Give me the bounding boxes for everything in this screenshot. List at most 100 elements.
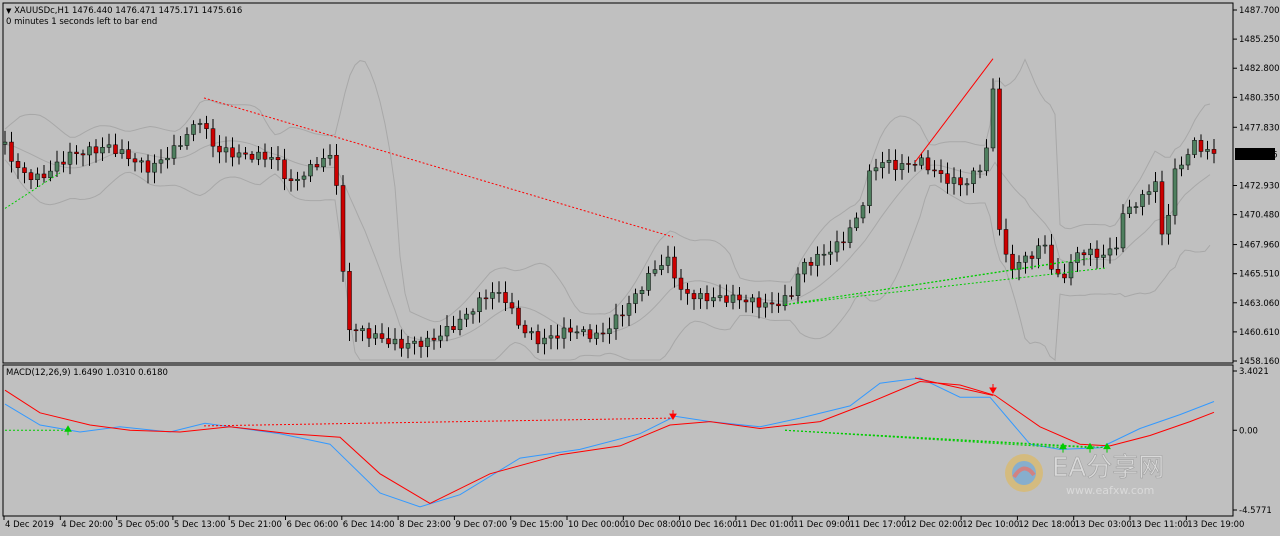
candle-bear xyxy=(841,241,846,244)
time-tick-label: 12 Dec 02:00 xyxy=(906,520,963,530)
candle-bear xyxy=(587,329,593,339)
candle-bull xyxy=(477,297,482,312)
price-tick-label: 1472.930 xyxy=(1239,182,1280,192)
candle-bear xyxy=(282,159,287,180)
time-tick-label: 13 Dec 03:00 xyxy=(1075,520,1132,530)
macd-tick-label: 3.4021 xyxy=(1239,367,1269,377)
time-tick-label: 6 Dec 06:00 xyxy=(287,520,339,530)
candle-bull xyxy=(1172,168,1178,216)
macd-divergence-line xyxy=(784,429,1108,449)
candle-bull xyxy=(490,292,495,299)
candle-bear xyxy=(958,177,963,186)
candle-bull xyxy=(1023,255,1028,263)
candle-bear xyxy=(230,147,235,158)
candle-bull xyxy=(1068,262,1074,279)
macd-divergence-line xyxy=(784,429,1064,449)
candle-bear xyxy=(945,173,950,184)
candle-bear xyxy=(451,326,456,330)
candle-bull xyxy=(1036,245,1041,259)
candle-bull xyxy=(834,241,840,253)
candle-bear xyxy=(906,163,911,165)
candle-bull xyxy=(152,162,157,173)
time-tick-label: 4 Dec 20:00 xyxy=(61,520,113,530)
price-tick-label: 1467.960 xyxy=(1239,241,1280,251)
price-tick-label: 1463.060 xyxy=(1239,299,1280,309)
price-tick-label: 1477.830 xyxy=(1239,123,1280,133)
candle-bull xyxy=(626,303,632,316)
candlestick-series xyxy=(2,77,1217,359)
candle-bull xyxy=(1185,154,1191,166)
candle-bull xyxy=(698,293,703,300)
price-tick-label: 1460.610 xyxy=(1239,328,1280,338)
candle-bear xyxy=(80,153,86,156)
candle-bull xyxy=(1120,213,1126,249)
candle-bull xyxy=(542,337,547,345)
price-tick-label: 1485.250 xyxy=(1239,35,1280,45)
time-tick-label: 11 Dec 09:00 xyxy=(793,520,850,530)
candle-bear xyxy=(756,297,762,308)
watermark-logo-icon: EA分享网 www.eafxw.com xyxy=(1005,453,1165,497)
candle-bear xyxy=(938,170,944,174)
candle-bull xyxy=(373,333,378,339)
time-tick-label: 8 Dec 23:00 xyxy=(399,520,451,530)
candle-bear xyxy=(678,277,684,290)
candle-bull xyxy=(165,157,170,161)
candle-bear xyxy=(483,297,489,300)
candle-bear xyxy=(568,327,573,333)
candle-bull xyxy=(1153,181,1158,193)
candle-bull xyxy=(1101,254,1106,258)
candle-bear xyxy=(243,152,248,155)
candle-bear xyxy=(516,307,521,326)
trendlines xyxy=(4,58,1108,306)
time-tick-label: 13 Dec 19:00 xyxy=(1187,520,1244,530)
candle-bull xyxy=(425,337,430,347)
candle-bull xyxy=(1114,247,1119,250)
candle-bear xyxy=(41,173,47,179)
symbol-line: XAUUSDc,H1 1476.440 1476.471 1475.171 14… xyxy=(14,6,243,16)
candle-bull xyxy=(646,273,651,291)
candle-bull xyxy=(1146,191,1152,195)
candle-bear xyxy=(620,314,625,317)
candle-bear xyxy=(600,332,606,335)
macd-tick-label: -4.5771 xyxy=(1239,506,1272,516)
candle-bull xyxy=(308,164,313,177)
candle-bull xyxy=(1075,252,1080,263)
candle-bear xyxy=(340,185,346,272)
candle-bear xyxy=(789,295,794,297)
candle-bull xyxy=(964,183,970,186)
candle-bull xyxy=(171,145,177,159)
price-pane-frame xyxy=(2,2,1234,364)
candle-bull xyxy=(321,157,326,168)
candle-bull xyxy=(581,329,586,333)
candle-bull xyxy=(327,154,333,159)
time-tick-label: 5 Dec 21:00 xyxy=(230,520,282,530)
candle-bull xyxy=(464,313,469,320)
candle-bear xyxy=(204,123,209,129)
watermark: EA分享网 www.eafxw.com xyxy=(1000,447,1250,499)
collapse-icon[interactable]: ▼ xyxy=(6,7,12,15)
candle-bull xyxy=(899,163,905,170)
candle-bull xyxy=(607,328,612,334)
candle-bull xyxy=(87,146,92,156)
candle-bear xyxy=(1003,229,1009,255)
time-tick-label: 10 Dec 08:00 xyxy=(624,520,681,530)
candle-bull xyxy=(392,338,398,345)
candle-bull xyxy=(1127,206,1132,214)
candle-bull xyxy=(119,149,125,154)
candle-bear xyxy=(1081,252,1087,256)
candle-bull xyxy=(880,162,885,169)
candle-bull xyxy=(470,311,476,315)
candle-bear xyxy=(9,141,14,162)
candle-bear xyxy=(126,149,131,160)
candle-bear xyxy=(691,293,697,300)
candle-bear xyxy=(1010,253,1015,270)
sell-arrow-icon xyxy=(989,383,997,394)
candle-bear xyxy=(685,289,690,294)
candle-bear xyxy=(672,256,677,279)
signal-arrows xyxy=(64,383,1111,453)
candle-bull xyxy=(1205,149,1210,152)
candle-bull xyxy=(659,265,664,270)
watermark-url: www.eafxw.com xyxy=(1066,484,1154,497)
candle-bull xyxy=(1192,140,1197,155)
